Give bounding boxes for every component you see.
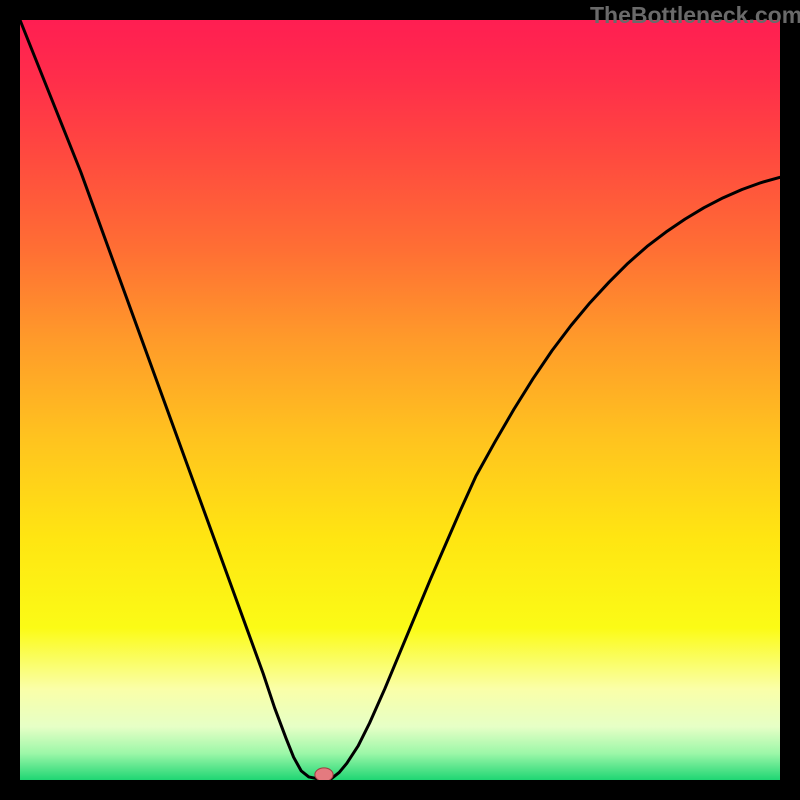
minimum-marker — [315, 768, 333, 782]
watermark-text: TheBottleneck.com — [590, 2, 800, 29]
chart-stage: TheBottleneck.com — [0, 0, 800, 800]
plot-background — [20, 20, 780, 780]
bottleneck-chart — [0, 0, 800, 800]
